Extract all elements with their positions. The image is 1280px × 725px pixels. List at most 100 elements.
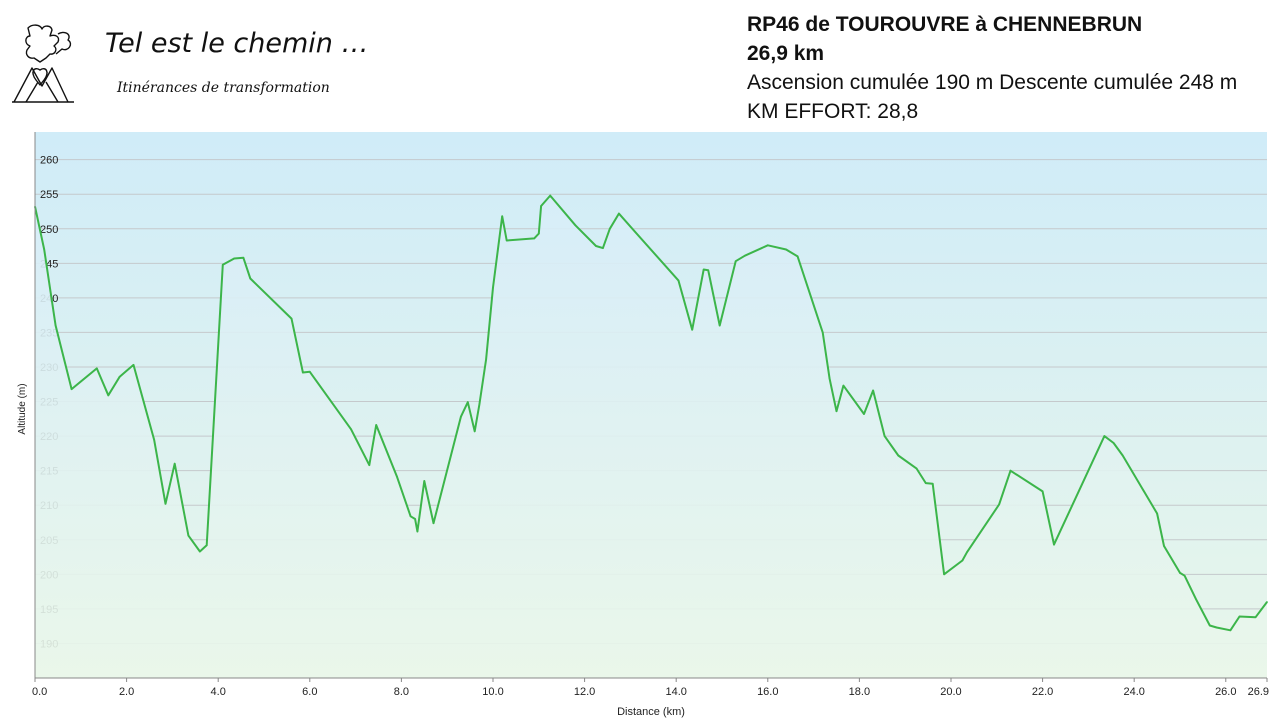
x-tick-label: 26.0 (1215, 686, 1236, 698)
data-point (164, 503, 167, 505)
data-point (707, 269, 710, 272)
data-point (842, 384, 845, 387)
data-point (54, 324, 57, 327)
x-tick-label: 24.0 (1123, 686, 1144, 698)
x-tick-label: 18.0 (849, 686, 870, 698)
data-point (375, 424, 378, 426)
elevation-chart-svg: 1901952002052102152202252302352402452502… (17, 132, 1269, 718)
walkers-heart-mountain-logo (12, 24, 74, 103)
data-point (1103, 435, 1106, 437)
data-point (308, 371, 311, 373)
data-point (485, 358, 487, 361)
x-tick-label: 2.0 (119, 686, 134, 698)
x-tick-label: 22.0 (1032, 686, 1053, 698)
data-point (396, 475, 398, 477)
x-tick-label: 12.0 (574, 686, 595, 698)
data-point (1041, 490, 1044, 493)
data-point (242, 256, 245, 259)
data-point (199, 550, 201, 553)
data-point (835, 410, 838, 413)
data-point (540, 205, 542, 207)
data-point (677, 279, 680, 282)
data-point (1163, 545, 1165, 547)
data-point (302, 371, 304, 374)
data-point (943, 573, 945, 576)
data-point (1215, 626, 1218, 629)
route-elevation: Ascension cumulée 190 m Descente cumulée… (747, 71, 1238, 94)
data-point (432, 522, 435, 524)
data-point (718, 324, 721, 327)
brand-title: Tel est le chemin … (105, 28, 369, 59)
data-point (533, 237, 536, 240)
data-point (1266, 601, 1268, 603)
y-axis-label: Altitude (m) (17, 383, 28, 434)
data-point (187, 534, 190, 537)
data-point (118, 375, 121, 378)
y-tick-label: 250 (40, 224, 58, 236)
x-tick-label: 10.0 (482, 686, 503, 698)
x-tick-label: 16.0 (757, 686, 778, 698)
x-tick-label: 4.0 (211, 686, 226, 698)
data-point (409, 515, 412, 518)
data-point (460, 415, 462, 418)
data-point (924, 482, 927, 484)
data-point (205, 544, 208, 547)
data-point (602, 247, 604, 249)
data-point (1238, 615, 1241, 618)
data-point (1053, 543, 1055, 546)
data-point (107, 394, 110, 397)
data-point (1229, 629, 1232, 632)
data-point (1195, 598, 1197, 601)
data-point (414, 518, 416, 520)
route-effort: KM EFFORT: 28,8 (747, 100, 919, 123)
data-point (478, 404, 481, 406)
data-point (961, 559, 964, 562)
x-axis-label: Distance (km) (617, 706, 685, 718)
data-point (734, 260, 737, 263)
elevation-chart: 1901952002052102152202252302352402452502… (0, 128, 1280, 720)
data-point (691, 328, 694, 331)
x-tick-label: 8.0 (394, 686, 409, 698)
data-point (350, 428, 352, 430)
data-point (501, 215, 503, 218)
x-tick-label: 20.0 (940, 686, 961, 698)
data-point (473, 430, 476, 433)
data-point (883, 435, 886, 437)
data-point (595, 245, 597, 247)
data-point (153, 438, 155, 441)
data-point (618, 212, 620, 215)
route-name: RP46 de TOUROUVRE à CHENNEBRUN (747, 13, 1143, 36)
data-point (537, 232, 540, 235)
data-point (549, 194, 552, 197)
data-point (966, 551, 968, 554)
data-point (828, 377, 831, 380)
elevation-area (35, 195, 1267, 678)
data-point (1156, 512, 1158, 515)
data-point (785, 248, 787, 251)
data-point (70, 388, 73, 390)
data-point (766, 244, 769, 247)
data-point (608, 227, 611, 230)
data-point (796, 255, 799, 258)
x-tick-label: 26.9 (1248, 686, 1269, 698)
x-tick-label: 14.0 (665, 686, 686, 698)
route-info: RP46 de TOUROUVRE à CHENNEBRUN 26,9 km A… (747, 10, 1237, 126)
x-tick-label: 6.0 (302, 686, 317, 698)
data-point (173, 462, 176, 465)
data-point (492, 286, 494, 289)
data-point (872, 389, 874, 392)
data-point (1009, 469, 1012, 472)
y-tick-label: 255 (40, 189, 58, 201)
data-point (998, 503, 1000, 506)
data-point (744, 254, 746, 257)
data-point (368, 464, 371, 466)
x-tick-label: 0.0 (32, 686, 47, 698)
data-points (34, 194, 1268, 632)
data-point (416, 530, 419, 533)
data-point (96, 367, 98, 370)
data-point (897, 454, 900, 457)
data-point (423, 480, 426, 482)
data-point (290, 317, 293, 320)
data-point (931, 482, 934, 485)
data-point (43, 248, 45, 251)
